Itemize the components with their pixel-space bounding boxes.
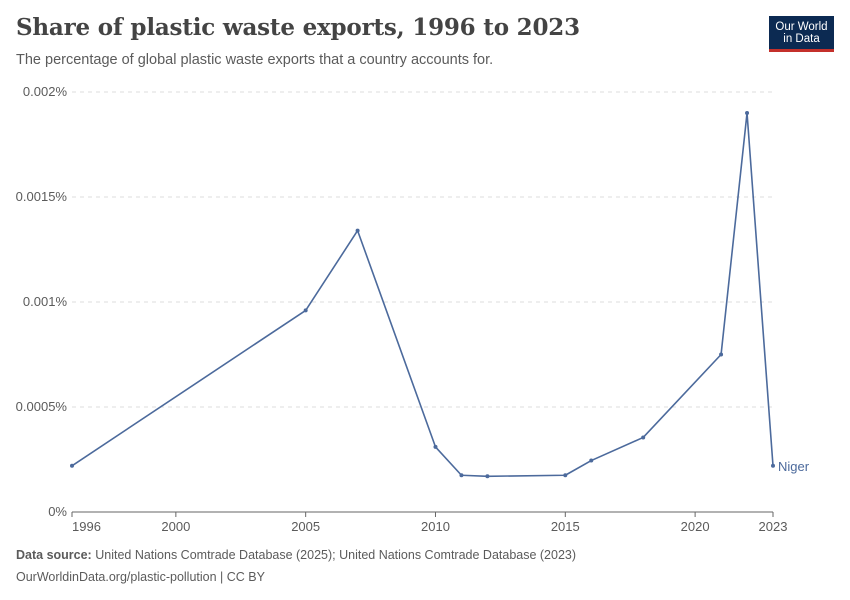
x-tick-label: 2020 <box>681 519 710 534</box>
data-point[interactable] <box>563 473 568 478</box>
y-axis-ticks: 0% 0.0005% 0.001% 0.0015% 0.002% <box>16 84 68 519</box>
data-point[interactable] <box>70 463 74 468</box>
data-point[interactable] <box>589 458 594 463</box>
logo-line-2: in Data <box>783 32 820 45</box>
x-tick-label: 2005 <box>291 519 320 534</box>
owid-logo[interactable]: Our World in Data <box>769 16 834 52</box>
series-group: Niger <box>70 111 810 479</box>
data-point[interactable] <box>641 435 646 440</box>
logo-line-1: Our World <box>775 20 828 33</box>
data-point[interactable] <box>485 474 490 479</box>
series-label[interactable]: Niger <box>778 459 810 474</box>
footer-url[interactable]: OurWorldinData.org/plastic-pollution | C… <box>16 570 265 584</box>
y-tick-label: 0.0005% <box>16 399 68 414</box>
data-point[interactable] <box>771 463 775 468</box>
x-tick-label: 2015 <box>551 519 580 534</box>
y-tick-label: 0.0015% <box>16 189 68 204</box>
data-point[interactable] <box>459 473 464 478</box>
data-source-label: Data source: <box>16 548 92 562</box>
x-tick-label: 2000 <box>161 519 190 534</box>
x-tick-label: 2010 <box>421 519 450 534</box>
data-point[interactable] <box>433 444 438 449</box>
x-tick-label: 2023 <box>759 519 788 534</box>
y-tick-label: 0% <box>48 504 67 519</box>
data-point[interactable] <box>745 111 750 115</box>
data-source-text: United Nations Comtrade Database (2025);… <box>95 548 577 562</box>
x-tick-label: 1996 <box>72 519 101 534</box>
chart-title: Share of plastic waste exports, 1996 to … <box>16 14 580 41</box>
x-axis: 1996 2000 2005 2010 2015 2020 2023 <box>71 511 788 534</box>
series-line <box>71 112 774 478</box>
data-source: Data source: United Nations Comtrade Dat… <box>16 548 576 562</box>
data-point[interactable] <box>303 308 308 313</box>
grid-lines <box>72 91 773 408</box>
data-point[interactable] <box>355 228 360 233</box>
y-tick-label: 0.002% <box>23 84 68 99</box>
data-point[interactable] <box>719 352 724 357</box>
chart-subtitle: The percentage of global plastic waste e… <box>16 52 494 68</box>
line-chart: 0% 0.0005% 0.001% 0.0015% 0.002% 1996 2000 200… <box>16 84 810 534</box>
y-tick-label: 0.001% <box>23 294 68 309</box>
